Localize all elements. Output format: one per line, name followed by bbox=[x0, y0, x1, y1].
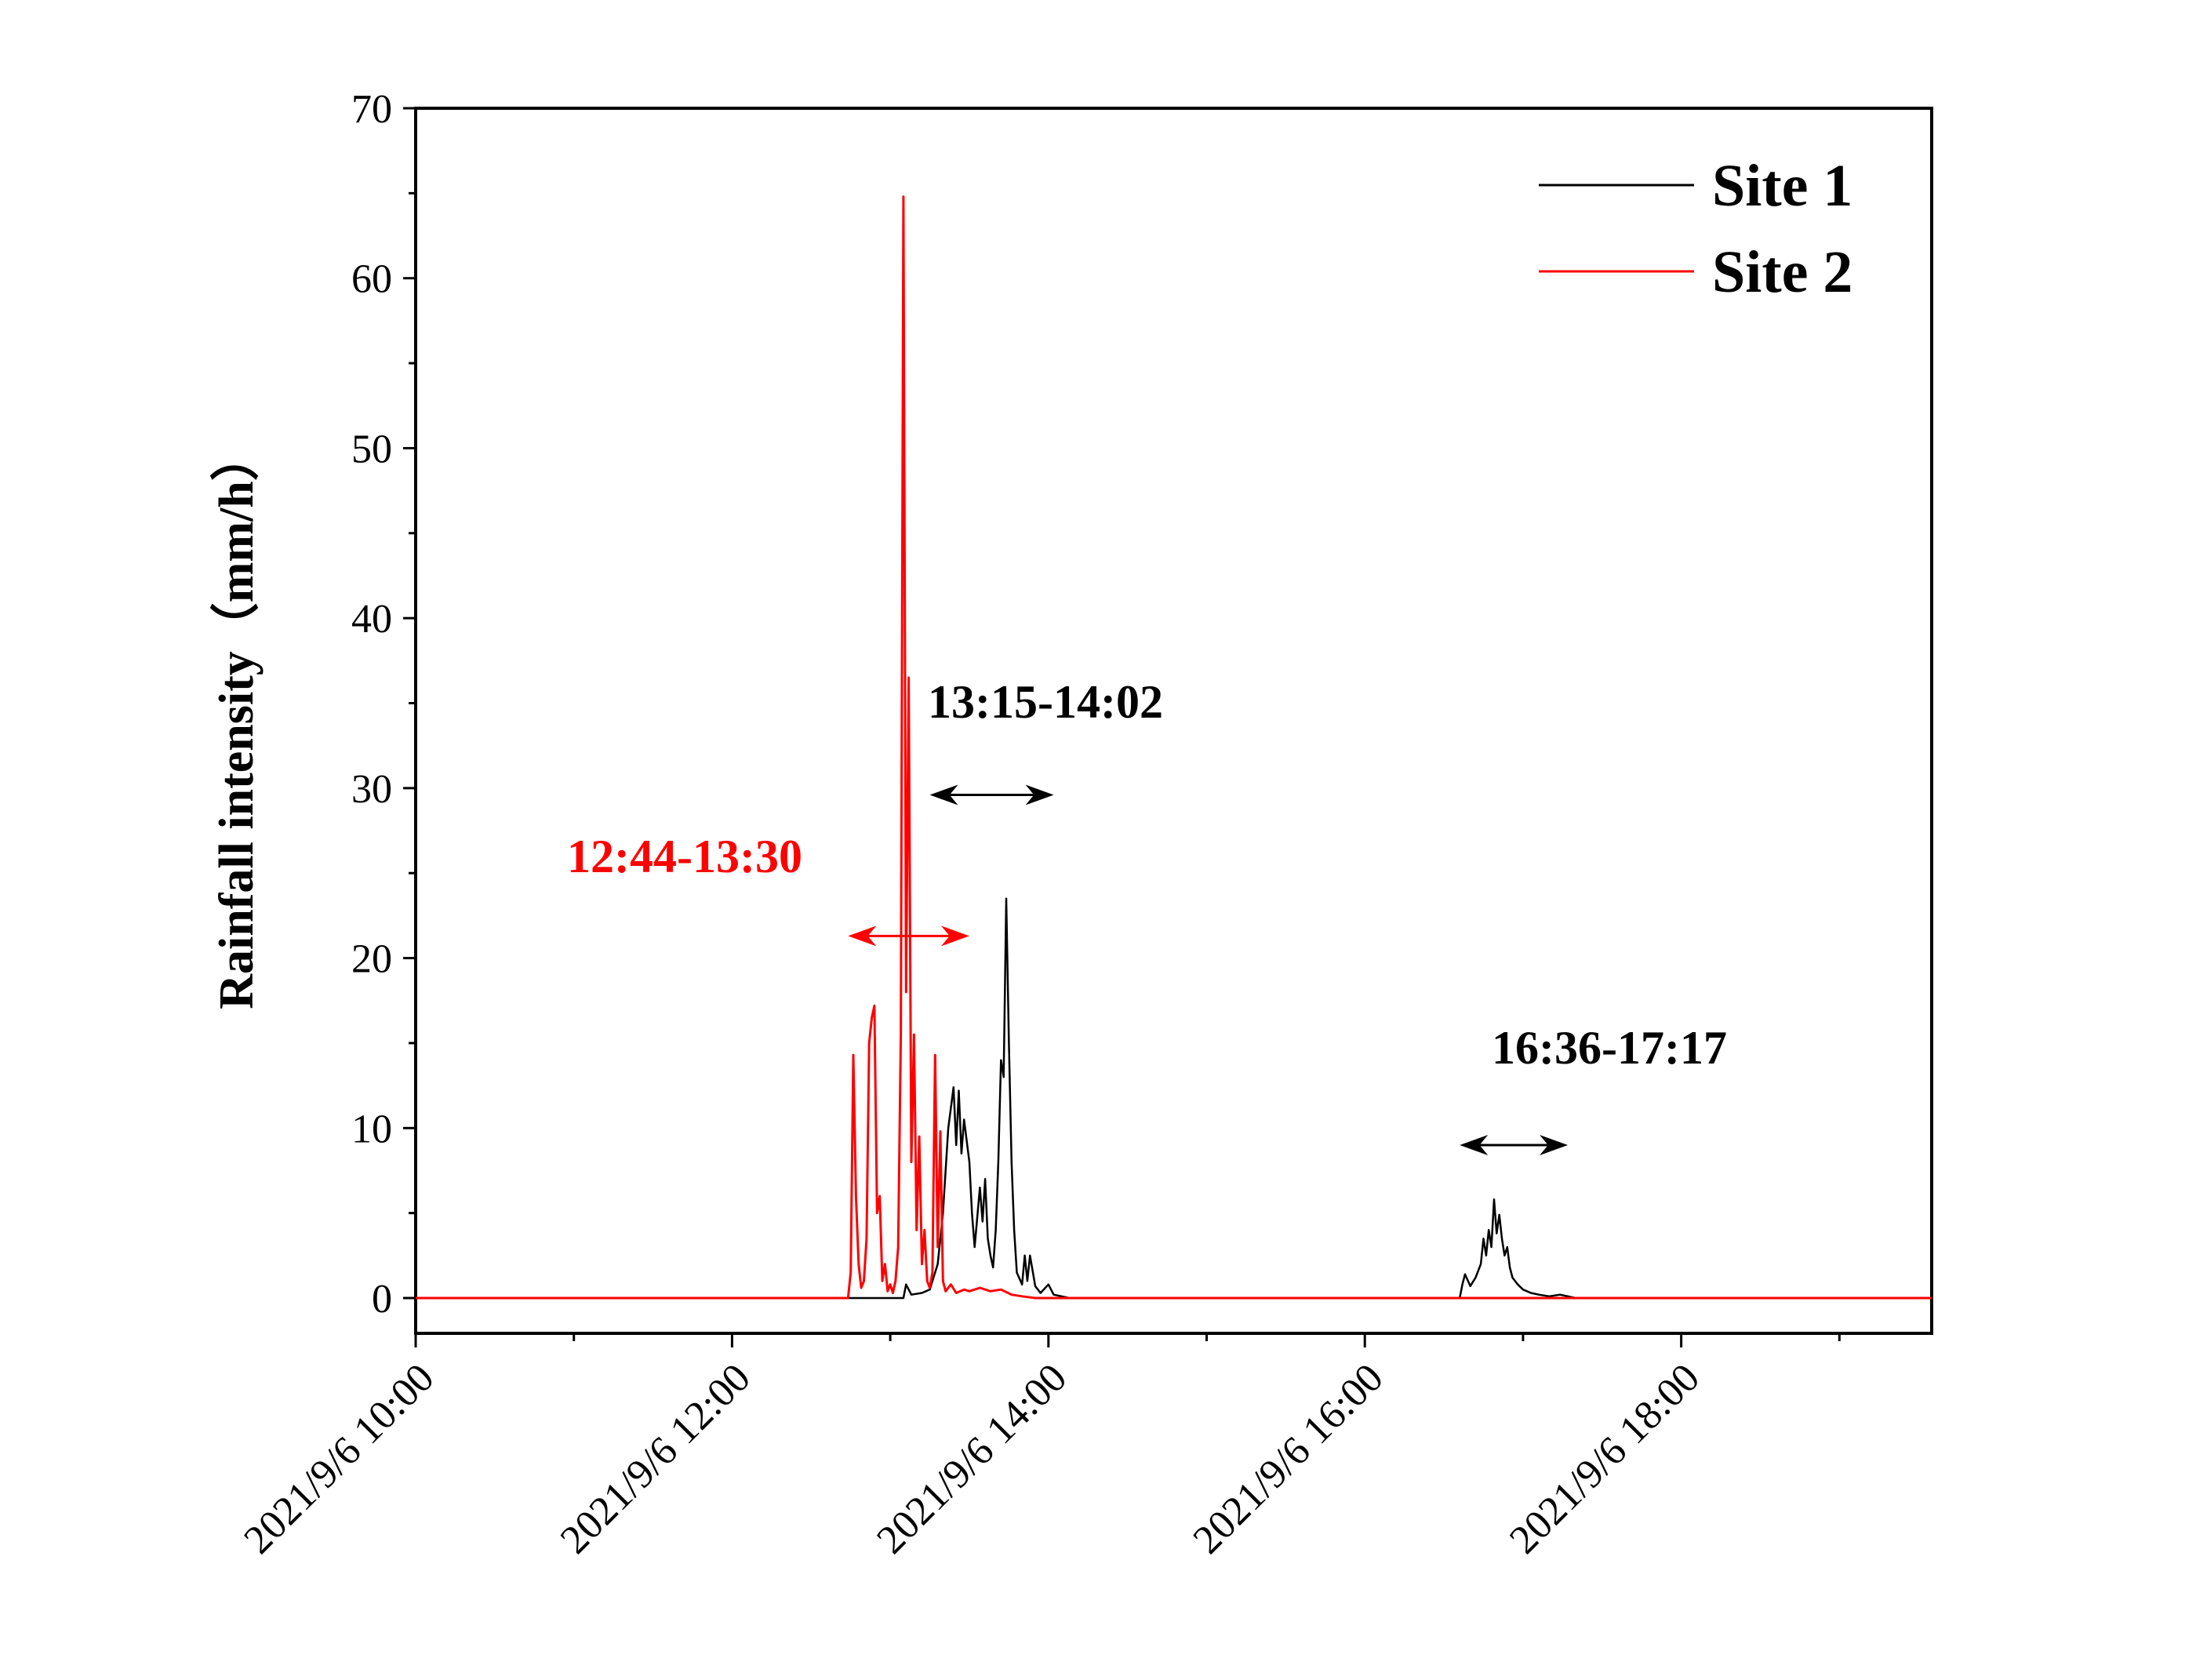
y-tick-label: 50 bbox=[351, 427, 392, 471]
x-tick-label: 2021/9/6 10:00 bbox=[235, 1355, 442, 1562]
annotation-arrow-head-right bbox=[1025, 784, 1054, 805]
annotation-label: 13:15-14:02 bbox=[928, 676, 1163, 728]
y-tick-label: 40 bbox=[351, 597, 392, 642]
y-axis-title: Rainfall intensity（mm/h） bbox=[209, 432, 264, 1009]
y-tick-label: 30 bbox=[351, 767, 392, 812]
annotation-label: 12:44-13:30 bbox=[567, 831, 802, 882]
legend-label: Site 2 bbox=[1712, 239, 1852, 305]
annotations: 12:44-13:30 13:15-14:02 16:36-17:17 bbox=[567, 676, 1727, 1155]
y-tick-label: 20 bbox=[351, 937, 392, 982]
annotation-arrow-head-left bbox=[929, 784, 958, 805]
annotation-label: 16:36-17:17 bbox=[1492, 1022, 1727, 1074]
legend-label: Site 1 bbox=[1712, 153, 1852, 219]
y-axis-ticks: 0 10 20 30 40 50 60 70 bbox=[351, 87, 416, 1322]
x-tick-label: 2021/9/6 14:00 bbox=[868, 1355, 1075, 1562]
plot-frame bbox=[414, 107, 1933, 1335]
annotation-arrow-head-left bbox=[1460, 1134, 1489, 1155]
annotation-arrow-head-right bbox=[940, 925, 969, 947]
series-line-site-1 bbox=[416, 897, 1932, 1300]
legend: Site 1 Site 2 bbox=[1539, 153, 1852, 305]
y-tick-label: 10 bbox=[351, 1107, 392, 1151]
series-lines bbox=[416, 195, 1932, 1300]
x-tick-label: 2021/9/6 18:00 bbox=[1501, 1355, 1708, 1562]
x-tick-label: 2021/9/6 12:00 bbox=[552, 1355, 759, 1562]
y-tick-label: 60 bbox=[351, 257, 392, 302]
y-tick-label: 0 bbox=[372, 1277, 392, 1322]
x-tick-label: 2021/9/6 16:00 bbox=[1185, 1355, 1392, 1562]
x-axis-ticks: 2021/9/6 10:00 2021/9/6 12:00 2021/9/6 14:… bbox=[235, 1333, 1841, 1562]
series-line-site-2 bbox=[416, 195, 1932, 1300]
y-tick-label: 70 bbox=[351, 87, 392, 132]
annotation-arrow-head-left bbox=[848, 925, 877, 947]
annotation-arrow-head-right bbox=[1540, 1134, 1569, 1155]
